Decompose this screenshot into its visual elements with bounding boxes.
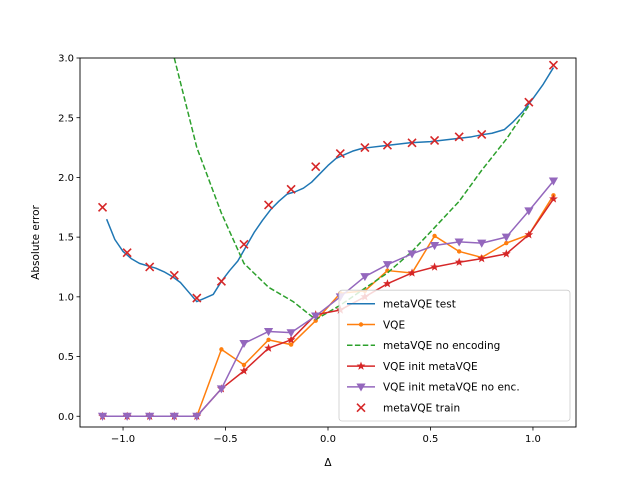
- data-point-vqe: [456, 249, 462, 254]
- data-point-vqe-init-metavqe: [501, 249, 511, 258]
- data-point-vqe-init-metavqe: [430, 262, 439, 271]
- data-point-vqe: [219, 347, 224, 352]
- legend-item-metavqe-no-encoding: metaVQE no encoding: [347, 340, 500, 352]
- data-point-vqe-init-metavqe-no-enc: [382, 261, 393, 270]
- data-point-vqe-init-metavqe: [239, 366, 249, 375]
- data-point-metavqe-train: [454, 132, 464, 142]
- data-point-vqe-init-metavqe: [286, 335, 296, 344]
- x-axis-label: Δ: [324, 457, 332, 469]
- legend-box: [338, 289, 571, 422]
- legend-item-metavqe-train: metaVQE train: [356, 403, 460, 415]
- data-point-metavqe-train: [524, 97, 534, 107]
- series-line-vqe-init-metavqe-no-enc: [102, 180, 555, 417]
- data-point-metavqe-train: [477, 129, 487, 139]
- data-point-metavqe-train: [382, 140, 393, 150]
- data-point-vqe: [266, 337, 271, 343]
- y-tick-label: 2.0: [58, 173, 74, 184]
- data-point-vqe-init-metavqe-no-enc: [407, 250, 417, 259]
- data-point-metavqe-train: [239, 239, 249, 249]
- data-point-vqe-init-metavqe-no-enc: [122, 412, 132, 421]
- data-point-vqe-init-metavqe-no-enc: [524, 207, 534, 216]
- data-point-metavqe-train: [360, 142, 370, 153]
- legend-label: metaVQE train: [383, 403, 460, 415]
- data-point-metavqe-train: [311, 162, 321, 172]
- data-point-vqe-init-metavqe-no-enc: [169, 412, 179, 421]
- y-tick-label: 2.5: [58, 113, 74, 124]
- tick-layer: −1.0 −0.5 0.0 0.5 1.0 0.0 0.5 1.0 1.5 2.0 2.5 3.0: [58, 54, 541, 445]
- data-point-vqe-init-metavqe: [407, 268, 417, 277]
- data-point-vqe-init-metavqe-no-enc: [216, 385, 227, 394]
- data-point-vqe-init-metavqe: [549, 194, 558, 203]
- data-point-vqe: [504, 240, 509, 246]
- data-point-vqe-init-metavqe-no-enc: [501, 233, 511, 242]
- data-point-vqe-init-metavqe: [264, 343, 273, 352]
- x-tick-label: 1.0: [525, 434, 541, 445]
- data-point-metavqe-train: [407, 138, 417, 148]
- data-point-metavqe-train: [430, 135, 440, 145]
- data-point-metavqe-train: [286, 184, 296, 194]
- y-tick-label: 0.5: [58, 352, 74, 363]
- y-tick-label: 1.0: [58, 292, 74, 303]
- legend-item-vqe-init-metavqe-no-enc: VQE init metaVQE no enc.: [347, 382, 520, 394]
- data-point-vqe: [288, 342, 294, 347]
- data-point-vqe-init-metavqe: [454, 257, 464, 266]
- data-point-metavqe-train: [97, 202, 108, 212]
- data-point-vqe-init-metavqe-no-enc: [192, 412, 202, 421]
- x-tick-label: −1.0: [111, 434, 135, 445]
- legend: metaVQE test VQE metaVQE no encoding VQE in…: [338, 289, 571, 422]
- y-tick-label: 1.5: [58, 233, 74, 244]
- data-point-metavqe-train: [216, 276, 226, 286]
- data-point-vqe-init-metavqe-no-enc: [97, 412, 108, 421]
- data-point-vqe-init-metavqe-no-enc: [477, 239, 487, 248]
- data-point-vqe-init-metavqe-no-enc: [239, 339, 249, 349]
- y-axis-label: Absolute error: [30, 204, 42, 279]
- data-point-vqe-init-metavqe-no-enc: [286, 329, 296, 338]
- legend-item-vqe-init-metavqe: VQE init metaVQE: [347, 361, 478, 373]
- data-point-vqe-init-metavqe-no-enc: [548, 177, 559, 186]
- series-line-metavqe-test: [105, 67, 555, 303]
- legend-marker: [358, 322, 364, 327]
- data-point-metavqe-train: [263, 200, 274, 210]
- data-point-metavqe-train: [335, 148, 345, 159]
- legend-marker: [356, 383, 366, 392]
- data-point-vqe-init-metavqe: [477, 254, 487, 263]
- series-metavqe-test: [105, 67, 555, 303]
- series-vqe-init-metavqe-no-enc: [97, 177, 559, 421]
- x-tick-label: 0.0: [320, 434, 336, 445]
- data-point-vqe: [241, 362, 247, 368]
- data-point-metavqe-train: [122, 248, 132, 258]
- data-point-vqe-init-metavqe: [383, 279, 392, 288]
- x-tick-label: 0.5: [423, 434, 439, 445]
- data-point-metavqe-train: [192, 293, 202, 303]
- data-point-metavqe-train: [548, 60, 559, 70]
- legend-label: metaVQE test: [383, 299, 456, 311]
- data-point-metavqe-train: [145, 262, 155, 272]
- data-point-vqe: [432, 233, 437, 239]
- legend-label: VQE init metaVQE: [383, 361, 478, 373]
- y-tick-label: 3.0: [58, 54, 74, 65]
- data-point-vqe-init-metavqe-no-enc: [263, 328, 274, 337]
- legend-label: metaVQE no encoding: [383, 340, 500, 352]
- legend-marker: [356, 361, 366, 370]
- legend-marker: [356, 403, 366, 413]
- data-point-vqe-init-metavqe-no-enc: [311, 312, 321, 321]
- legend-item-vqe: VQE: [347, 319, 405, 331]
- series-metavqe-train: [97, 60, 559, 303]
- data-point-vqe-init-metavqe-no-enc: [454, 238, 464, 247]
- legend-item-metavqe-test: metaVQE test: [347, 299, 456, 311]
- data-point-vqe-init-metavqe-no-enc: [429, 242, 440, 251]
- data-point-metavqe-train: [169, 270, 179, 280]
- y-tick-label: 0.0: [58, 412, 74, 423]
- data-point-vqe-init-metavqe-no-enc: [360, 273, 370, 282]
- data-point-vqe-init-metavqe-no-enc: [145, 412, 155, 421]
- legend-label: VQE: [383, 319, 405, 331]
- data-point-vqe-init-metavqe: [524, 230, 534, 239]
- x-tick-label: −0.5: [213, 434, 237, 445]
- legend-label: VQE init metaVQE no enc.: [383, 382, 520, 394]
